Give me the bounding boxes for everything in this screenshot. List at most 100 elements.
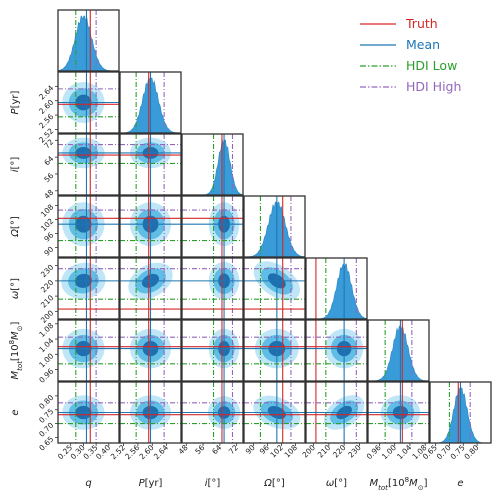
y-axis-label: Ω[°] bbox=[10, 216, 21, 238]
panel-frame bbox=[181, 195, 244, 258]
panel-frame bbox=[181, 257, 244, 320]
x-tick-label: 2.64 bbox=[152, 443, 170, 461]
y-tick-label: 90 bbox=[42, 245, 55, 258]
contour-panel-4-3 bbox=[243, 257, 306, 320]
y-tick-label: 210 bbox=[39, 293, 56, 310]
histogram-panel-0 bbox=[57, 9, 120, 72]
contour-panel-3-1 bbox=[119, 195, 182, 258]
panel-frame bbox=[181, 381, 244, 444]
histogram-panel-2 bbox=[181, 133, 244, 196]
panel-frame bbox=[367, 381, 430, 444]
panel-frame bbox=[57, 381, 120, 444]
y-tick-label: 102 bbox=[39, 216, 56, 233]
contour-panel-6-0 bbox=[57, 381, 120, 444]
contour-panel-3-0 bbox=[57, 195, 120, 258]
y-tick-label: 108 bbox=[39, 202, 56, 219]
y-tick-label: 64 bbox=[42, 154, 55, 167]
y-tick-label: 220 bbox=[39, 278, 56, 295]
y-tick-label: 48 bbox=[42, 188, 55, 201]
histogram-panel-4 bbox=[305, 257, 368, 320]
legend-label: HDI Low bbox=[406, 58, 457, 73]
x-tick-label: 64 bbox=[210, 443, 223, 456]
contour-panel-4-2 bbox=[181, 257, 244, 320]
contour-panel-5-3 bbox=[243, 319, 306, 382]
contour-panel-1-0 bbox=[57, 71, 120, 134]
x-tick-label: 230 bbox=[346, 443, 363, 460]
panel-frame bbox=[119, 257, 182, 320]
panel-frame bbox=[305, 381, 368, 444]
contour-panel-4-0 bbox=[57, 257, 120, 320]
y-tick-label: 2.60 bbox=[37, 98, 55, 116]
x-tick-label: 90 bbox=[244, 443, 257, 456]
x-axis-label: ω[°] bbox=[326, 478, 347, 489]
y-tick-label: 1.04 bbox=[37, 336, 55, 354]
panel-frame bbox=[57, 319, 120, 382]
x-axis-label: q bbox=[85, 478, 91, 489]
x-tick-label: 2.52 bbox=[109, 443, 127, 461]
y-tick-label: 1.00 bbox=[37, 351, 55, 369]
contour-panel-2-1 bbox=[119, 133, 182, 196]
x-tick-label: 2.56 bbox=[123, 443, 141, 461]
contour-panel-6-2 bbox=[181, 381, 244, 444]
panel-frame bbox=[119, 71, 182, 134]
x-axis-label: Ω[°] bbox=[263, 478, 285, 489]
x-tick-label: 2.60 bbox=[138, 443, 156, 461]
panel-frame bbox=[181, 319, 244, 382]
y-axis-label: ω[°] bbox=[10, 278, 21, 299]
contour-panel-5-0 bbox=[57, 319, 120, 382]
x-tick-label: 102 bbox=[268, 443, 285, 460]
y-tick-label: 2.64 bbox=[37, 83, 55, 101]
y-axis-label: e bbox=[10, 409, 21, 415]
legend-label: Truth bbox=[405, 16, 438, 31]
x-tick-label: 1.04 bbox=[395, 443, 413, 461]
contour-panel-2-0 bbox=[57, 133, 120, 196]
panel-frame bbox=[367, 319, 430, 382]
y-tick-label: 0.65 bbox=[37, 434, 55, 452]
panel-frame bbox=[119, 381, 182, 444]
contour-panel-5-4 bbox=[305, 319, 368, 382]
panel-frame bbox=[119, 133, 182, 196]
legend: Truth Mean HDI Low HDI High bbox=[360, 16, 461, 94]
x-tick-label: 0.96 bbox=[365, 443, 383, 461]
y-tick-label: 230 bbox=[39, 263, 56, 280]
histogram-panel-1 bbox=[119, 71, 182, 134]
contour-panel-5-1 bbox=[119, 319, 182, 382]
x-axis-label: Mtot[108M⊙] bbox=[370, 476, 428, 492]
panel-frame bbox=[57, 257, 120, 320]
panel-frame bbox=[243, 195, 306, 258]
x-axis-label: e bbox=[457, 478, 463, 489]
histogram-panel-6 bbox=[429, 381, 492, 444]
x-tick-label: 210 bbox=[316, 443, 333, 460]
x-tick-label: 108 bbox=[283, 443, 300, 460]
panel-frame bbox=[305, 257, 368, 320]
histogram-fill bbox=[244, 201, 305, 257]
x-tick-label: 72 bbox=[227, 443, 240, 456]
contour-panel-3-2 bbox=[181, 195, 244, 258]
panel-frame bbox=[57, 195, 120, 258]
x-tick-label: 0.40 bbox=[94, 443, 112, 461]
panel-frame bbox=[57, 133, 120, 196]
y-axis-label: P[yr] bbox=[10, 90, 21, 114]
histogram-fill bbox=[368, 325, 429, 381]
panel-frame bbox=[119, 195, 182, 258]
histogram-fill bbox=[58, 15, 119, 71]
histogram-fill bbox=[182, 138, 243, 195]
x-tick-label: 0.80 bbox=[462, 443, 480, 461]
y-axis-label: Mtot[108M⊙] bbox=[8, 321, 24, 379]
histogram-fill bbox=[306, 263, 367, 319]
x-tick-label: 1.00 bbox=[380, 443, 398, 461]
legend-label: HDI High bbox=[406, 79, 461, 94]
x-axis-label: i[°] bbox=[205, 478, 221, 489]
legend-label: Mean bbox=[406, 37, 440, 52]
panel-frame bbox=[181, 133, 244, 196]
histogram-panel-3 bbox=[243, 195, 306, 258]
contour-panel-4-1 bbox=[119, 257, 182, 320]
panel-frame bbox=[57, 71, 120, 134]
panel-frame bbox=[243, 319, 306, 382]
x-tick-label: 220 bbox=[331, 443, 348, 460]
contour-panel-6-4 bbox=[305, 381, 368, 444]
y-tick-label: 0.96 bbox=[37, 366, 55, 384]
y-tick-label: 2.56 bbox=[37, 112, 55, 130]
panel-frame bbox=[57, 9, 120, 72]
